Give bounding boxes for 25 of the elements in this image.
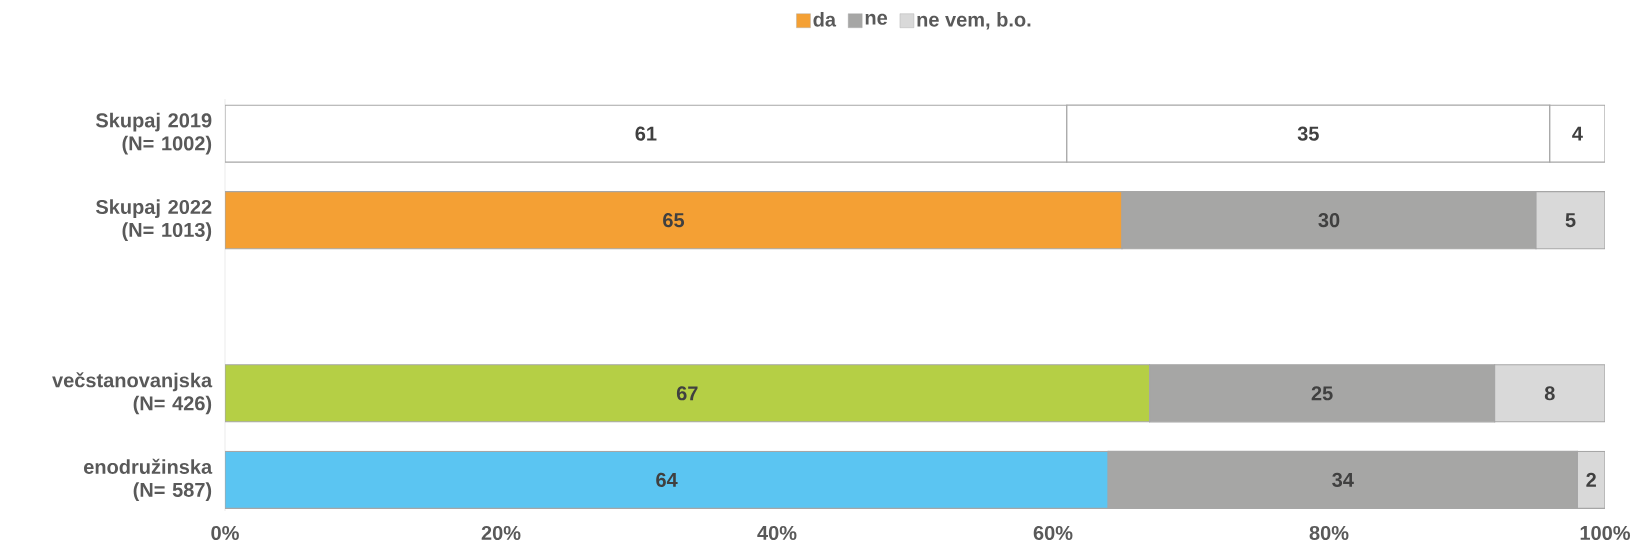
legend-label: ne vem, b.o.: [917, 11, 1031, 30]
data-label: 8: [1544, 386, 1555, 401]
legend-label: ne: [865, 13, 888, 25]
data-label: 35: [1297, 126, 1319, 141]
y-tick-label: Skupaj 2022 (N= 1013): [95, 199, 212, 242]
data-label: 2: [1586, 472, 1596, 487]
legend-label: da: [813, 11, 837, 27]
x-tick-label: 40%: [757, 525, 797, 541]
data-label: 65: [663, 213, 685, 228]
y-tick-label: Skupaj 2019 (N= 1002): [95, 112, 212, 155]
x-tick-label: 60%: [1033, 525, 1073, 541]
x-tick-label: 80%: [1309, 525, 1349, 541]
data-label: 30: [1318, 213, 1340, 228]
data-label: 34: [1332, 472, 1354, 487]
data-label: 61: [635, 126, 657, 141]
y-tick-label: enodružinska (N= 587): [84, 458, 213, 501]
y-tick-label: večstanovanjska (N= 426): [52, 372, 213, 415]
x-tick-label: 100%: [1580, 525, 1631, 541]
data-label: 25: [1311, 386, 1333, 401]
x-tick-label: 0%: [211, 525, 239, 541]
data-label: 4: [1572, 126, 1583, 141]
data-label: 64: [656, 472, 678, 487]
data-label: 5: [1565, 213, 1576, 228]
x-tick-label: 20%: [481, 525, 521, 541]
data-label: 67: [676, 386, 698, 401]
